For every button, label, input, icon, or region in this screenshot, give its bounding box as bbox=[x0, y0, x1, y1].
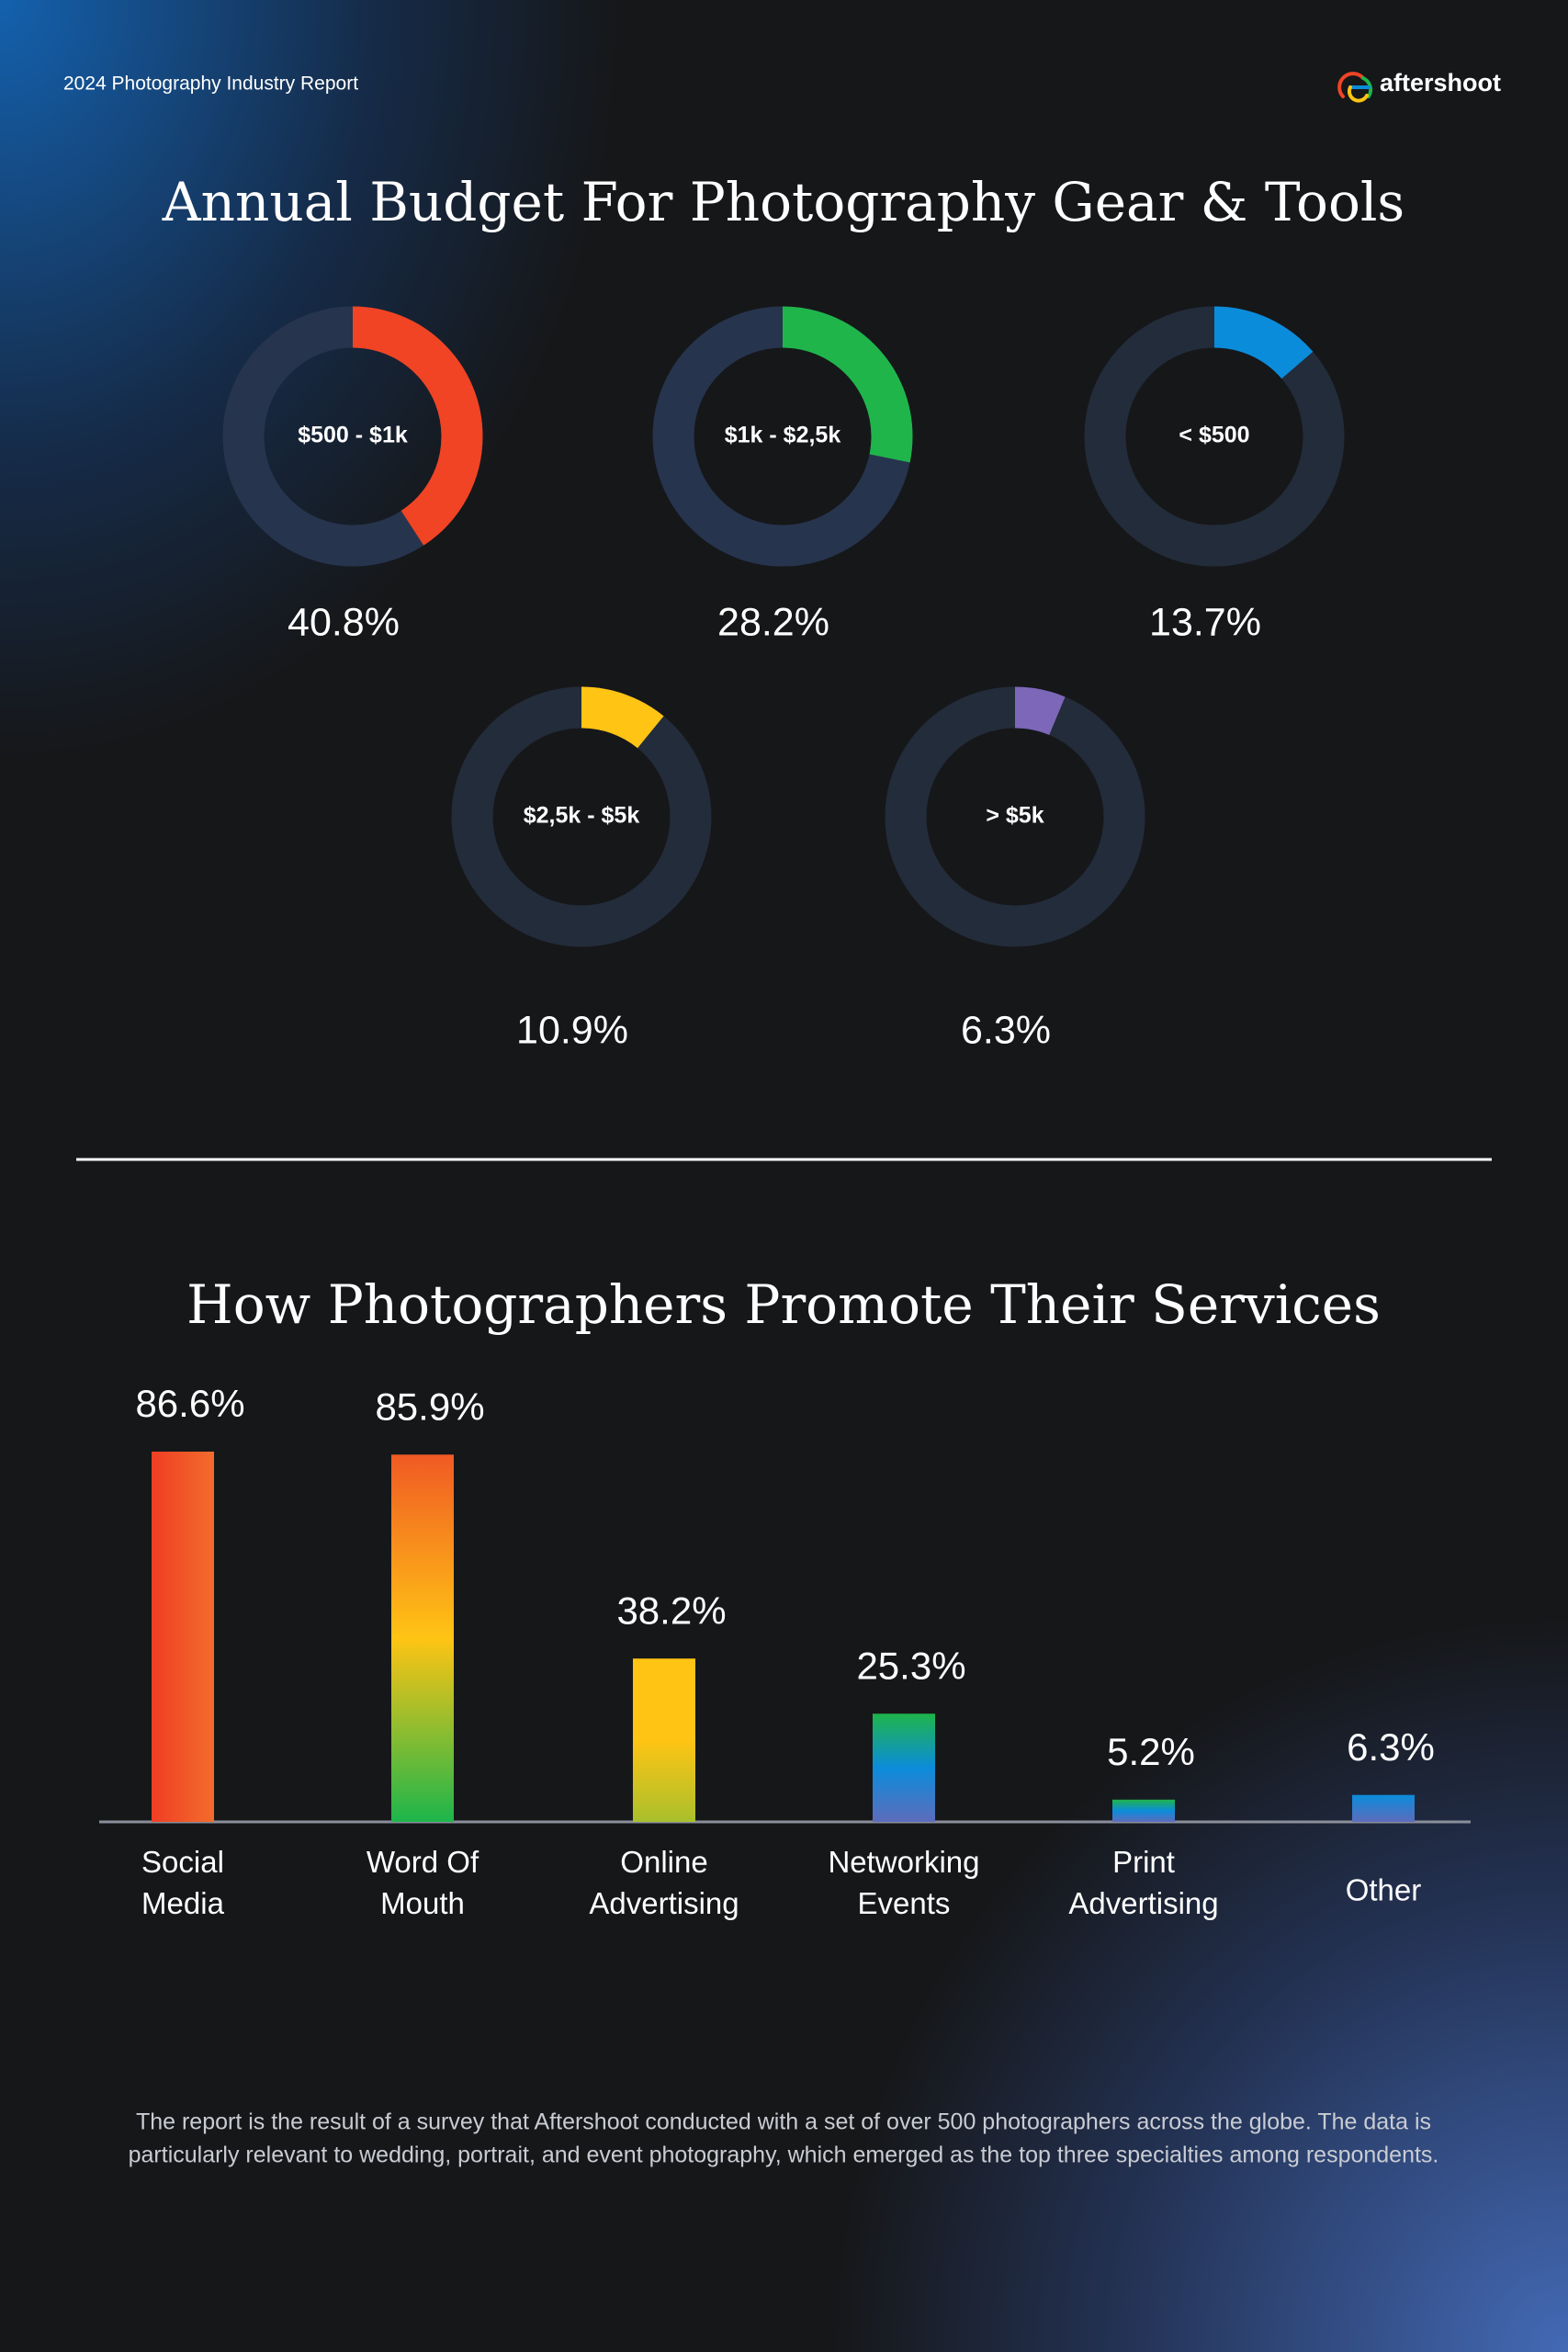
x-tick-label: Online Advertising bbox=[589, 1845, 739, 1920]
chart-title: How Photographers Promote Their Services bbox=[186, 1273, 1381, 1336]
donut-label: > $5k bbox=[986, 803, 1043, 829]
value-label: 13.7% bbox=[1149, 600, 1261, 644]
donut-label: $500 - $1k bbox=[298, 423, 408, 448]
donut-label: $2,5k - $5k bbox=[524, 803, 640, 829]
report-label: 2024 Photography Industry Report bbox=[63, 74, 358, 95]
x-tick-label: Print Advertising bbox=[1068, 1845, 1218, 1920]
bar bbox=[873, 1713, 935, 1822]
donut-arc bbox=[652, 306, 913, 567]
value-label: 40.8% bbox=[288, 600, 400, 644]
donut-arc bbox=[451, 686, 712, 947]
value-label: 25.3% bbox=[856, 1644, 965, 1687]
bar bbox=[391, 1454, 454, 1822]
x-tick-label: Social Media bbox=[141, 1845, 225, 1920]
donut-arc bbox=[222, 306, 483, 567]
value-label: 85.9% bbox=[375, 1385, 484, 1428]
brand-name: aftershoot bbox=[1380, 69, 1501, 96]
footnote: particularly relevant to wedding, portra… bbox=[129, 2143, 1439, 2168]
donut-label: $1k - $2,5k bbox=[725, 423, 841, 448]
x-tick-label: Networking Events bbox=[828, 1845, 979, 1920]
bar bbox=[1352, 1794, 1415, 1822]
chart-title: Annual Budget For Photography Gear & Too… bbox=[162, 171, 1404, 233]
bar bbox=[152, 1452, 214, 1822]
value-label: 6.3% bbox=[1347, 1725, 1435, 1769]
value-label: 6.3% bbox=[961, 1008, 1051, 1052]
donut-label: < $500 bbox=[1179, 423, 1249, 448]
value-label: 28.2% bbox=[717, 600, 829, 644]
value-label: 10.9% bbox=[516, 1008, 628, 1052]
x-tick-label: Other bbox=[1346, 1873, 1422, 1907]
logo-icon bbox=[1337, 72, 1373, 103]
footnote: The report is the result of a survey tha… bbox=[136, 2109, 1431, 2135]
value-label: 38.2% bbox=[616, 1589, 726, 1632]
x-tick-label: Word Of Mouth bbox=[367, 1845, 479, 1920]
bar bbox=[633, 1658, 695, 1822]
value-label: 5.2% bbox=[1107, 1730, 1195, 1773]
donut-arc bbox=[885, 686, 1145, 947]
value-label: 86.6% bbox=[135, 1382, 244, 1425]
donut-arc bbox=[1084, 306, 1345, 567]
bar bbox=[1112, 1799, 1175, 1822]
